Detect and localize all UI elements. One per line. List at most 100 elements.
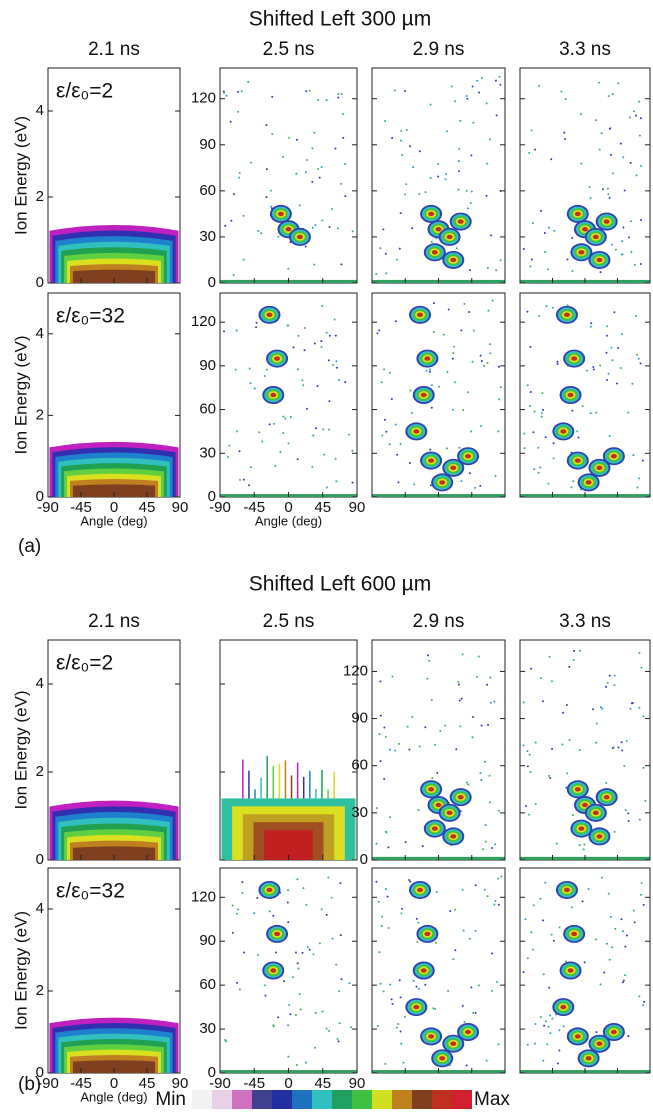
- heatmap-dot: [399, 442, 402, 445]
- heatmap-blob: [270, 392, 277, 398]
- heatmap-dot: [283, 980, 286, 983]
- heatmap-dot: [222, 90, 225, 93]
- heatmap-dot: [534, 148, 537, 151]
- heatmap-dot: [619, 142, 622, 145]
- heatmap-dot: [314, 1011, 317, 1014]
- heatmap-dot: [453, 381, 456, 384]
- heatmap-dot: [556, 1062, 559, 1065]
- y-tick-label: 2: [36, 188, 44, 205]
- heatmap: [372, 875, 505, 1073]
- heatmap-dot: [530, 667, 533, 670]
- heatmap-dot: [571, 409, 574, 412]
- heatmap-dot: [640, 666, 643, 669]
- heatmap-dot: [328, 400, 331, 403]
- heatmap-blob: [596, 465, 603, 471]
- heatmap-dot: [470, 986, 473, 989]
- heatmap-dot: [413, 483, 416, 486]
- heatmap-dot: [605, 685, 608, 688]
- heatmap-dot: [425, 369, 428, 372]
- heatmap-dot: [444, 724, 447, 727]
- heatmap-dot: [294, 1013, 297, 1016]
- heatmap-dot: [468, 310, 471, 313]
- x-tick-label: 45: [139, 1075, 156, 1092]
- heatmap-dot: [482, 848, 485, 851]
- heatmap-dot: [471, 360, 474, 363]
- annotation: ε/ε₀=32: [56, 305, 125, 328]
- heatmap-dot: [490, 234, 493, 237]
- heatmap-dot: [469, 201, 472, 204]
- heatmap-dot: [595, 741, 598, 744]
- heatmap-dot: [494, 79, 497, 82]
- heatmap-dot: [296, 458, 299, 461]
- heatmap-dot: [470, 430, 473, 433]
- heatmap-dot: [589, 412, 592, 415]
- heatmap-dot: [379, 680, 382, 683]
- heatmap-blob: [420, 392, 427, 398]
- heatmap-dot: [589, 197, 592, 200]
- heatmap-dot: [431, 777, 434, 780]
- heatmap-blob: [435, 227, 442, 232]
- heatmap-dot: [432, 331, 435, 334]
- heatmap-dot: [238, 450, 241, 453]
- annotation: ε/ε₀=2: [56, 80, 113, 103]
- heatmap-dot: [409, 880, 412, 883]
- heatmap-blob: [446, 810, 453, 816]
- heatmap-dot: [528, 813, 531, 816]
- heatmap-dot: [486, 266, 489, 269]
- heatmap-dot: [316, 385, 319, 388]
- heatmap-dot: [457, 170, 460, 173]
- heatmap-dot: [461, 1004, 464, 1007]
- heatmap-dot: [495, 114, 498, 117]
- heatmap-dot: [225, 94, 228, 97]
- heatmap-dot: [397, 1023, 400, 1026]
- heatmap-dot: [405, 129, 408, 132]
- heatmap-dot: [328, 428, 331, 431]
- heatmap-dot: [579, 649, 582, 652]
- heatmap-dot: [281, 155, 284, 158]
- heatmap-dot: [458, 699, 461, 702]
- heatmap-dot: [644, 799, 647, 802]
- heatmap-dot: [454, 100, 457, 103]
- heatmap-dot: [452, 352, 455, 355]
- heatmap-dot: [255, 321, 258, 324]
- heatmap-dot: [445, 447, 448, 450]
- heatmap-dot: [337, 96, 340, 99]
- heatmap-dot: [328, 226, 331, 229]
- heatmap-dot: [439, 729, 442, 732]
- heatmap-dot: [236, 981, 239, 984]
- heatmap-dot: [320, 908, 323, 911]
- heatmap-dot: [430, 241, 433, 244]
- heatmap-dot: [347, 433, 350, 436]
- heatmap-blob: [596, 257, 603, 263]
- heatmap-dot: [578, 749, 581, 752]
- heatmap-dot: [286, 901, 289, 904]
- heatmap-dot: [483, 888, 486, 891]
- heatmap-blob: [574, 211, 581, 217]
- heatmap-dot: [465, 95, 468, 98]
- heatmap-dot: [638, 134, 641, 137]
- heatmap-dot: [311, 465, 314, 468]
- y-tick-label: 90: [199, 932, 216, 949]
- x-tick-label: -45: [70, 1075, 92, 1092]
- heatmap-dot: [314, 1046, 317, 1049]
- heatmap-dot: [600, 876, 603, 879]
- heatmap-dot: [390, 998, 393, 1001]
- heatmap-dot: [297, 334, 300, 337]
- heatmap-dot: [612, 172, 615, 175]
- heatmap-dot: [486, 361, 489, 364]
- heatmap-dot: [613, 311, 616, 314]
- heatmap-dot: [605, 781, 608, 784]
- heatmap-dot: [529, 770, 532, 773]
- heatmap-dot: [636, 486, 639, 489]
- y-tick-label: 2: [36, 763, 44, 780]
- y-tick-label: 60: [199, 401, 216, 418]
- heatmap-dot: [340, 182, 343, 185]
- heatmap-dot: [562, 711, 565, 714]
- heatmap-dot: [387, 846, 390, 849]
- heatmap-dot: [312, 953, 315, 956]
- heatmap-dot: [572, 658, 575, 661]
- heatmap-dot: [565, 960, 568, 963]
- heatmap-dot: [580, 162, 583, 165]
- heatmap-dot: [418, 745, 421, 748]
- heatmap-dot: [248, 484, 251, 487]
